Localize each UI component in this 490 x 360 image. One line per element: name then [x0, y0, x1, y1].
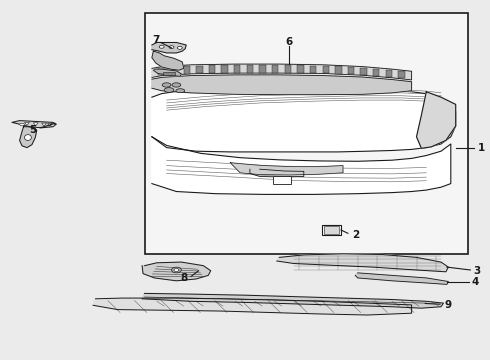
Ellipse shape: [169, 46, 174, 49]
Text: 6: 6: [286, 37, 293, 48]
Text: 9: 9: [445, 300, 452, 310]
Polygon shape: [93, 298, 412, 315]
Bar: [171, 67, 177, 75]
Ellipse shape: [164, 88, 174, 92]
Ellipse shape: [177, 46, 182, 49]
Bar: [221, 65, 228, 73]
Bar: [373, 69, 379, 76]
Bar: [361, 68, 367, 75]
Ellipse shape: [50, 123, 55, 126]
Polygon shape: [355, 273, 448, 284]
Polygon shape: [152, 137, 451, 194]
Polygon shape: [12, 121, 56, 128]
Ellipse shape: [20, 123, 25, 126]
Bar: [322, 66, 329, 73]
Polygon shape: [416, 92, 456, 148]
Polygon shape: [42, 123, 47, 126]
Polygon shape: [153, 69, 181, 76]
Bar: [234, 65, 241, 73]
Polygon shape: [142, 262, 211, 281]
Ellipse shape: [162, 83, 171, 87]
Polygon shape: [152, 64, 412, 80]
Bar: [297, 66, 304, 73]
Ellipse shape: [172, 267, 181, 273]
Bar: [322, 225, 341, 235]
Bar: [386, 70, 392, 77]
Text: 3: 3: [473, 266, 480, 276]
Bar: [209, 66, 215, 73]
Text: 2: 2: [352, 230, 359, 240]
Polygon shape: [152, 51, 184, 70]
Bar: [310, 66, 316, 73]
Polygon shape: [33, 123, 38, 126]
Bar: [247, 65, 253, 73]
Polygon shape: [20, 127, 37, 148]
Polygon shape: [152, 75, 412, 95]
Bar: [158, 68, 165, 75]
Ellipse shape: [174, 269, 179, 271]
Bar: [163, 72, 175, 75]
Polygon shape: [152, 42, 186, 53]
Polygon shape: [152, 87, 456, 152]
Bar: [184, 66, 190, 74]
Bar: [259, 65, 266, 73]
Text: 8: 8: [180, 273, 187, 283]
Polygon shape: [250, 169, 304, 177]
Bar: [324, 226, 339, 234]
Bar: [145, 13, 468, 254]
Polygon shape: [142, 293, 443, 308]
Text: 5: 5: [29, 125, 37, 135]
Ellipse shape: [159, 45, 164, 48]
Ellipse shape: [176, 89, 185, 93]
Bar: [272, 65, 278, 73]
Text: 1: 1: [478, 143, 485, 153]
Bar: [273, 176, 291, 184]
Bar: [398, 71, 405, 78]
Polygon shape: [277, 254, 448, 272]
Bar: [285, 65, 291, 73]
Bar: [335, 67, 342, 74]
Bar: [348, 67, 354, 75]
Polygon shape: [24, 122, 29, 125]
Polygon shape: [48, 123, 52, 126]
Bar: [196, 66, 202, 73]
Text: 4: 4: [472, 276, 479, 287]
Ellipse shape: [172, 83, 181, 87]
Ellipse shape: [24, 135, 31, 140]
Text: 7: 7: [152, 35, 160, 45]
Polygon shape: [230, 163, 343, 175]
